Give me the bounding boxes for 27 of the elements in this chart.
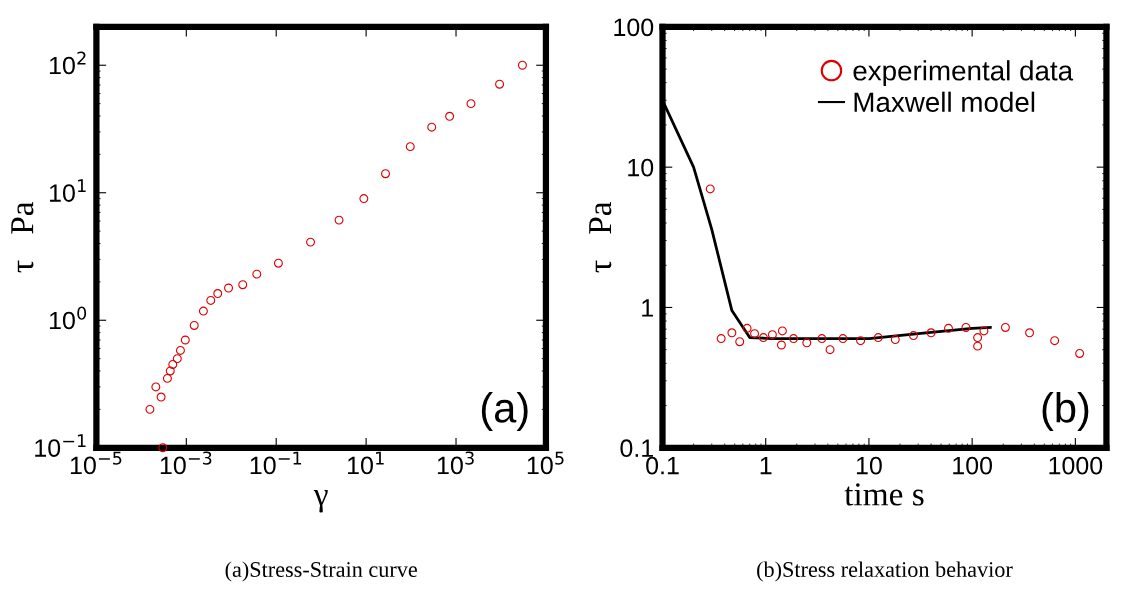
- x-axis-title: time s: [844, 483, 924, 506]
- text: (b)Stress relaxation behavior: [757, 561, 1013, 582]
- x-tick-label: 10$^{−1}$: [250, 451, 302, 475]
- y-tick-label: 100: [614, 18, 654, 37]
- x-tick-label: 10: [856, 456, 882, 475]
- y-axis-title: τ Pa: [589, 201, 612, 273]
- y-tick-label: 10$^{1}$: [49, 179, 86, 202]
- y-tick-label: 0.1: [620, 439, 653, 458]
- y-tick-label: 10: [628, 158, 654, 177]
- legend-label: Maxwell model: [854, 91, 1035, 113]
- annotation: (a): [481, 392, 528, 431]
- x-axis-title: γ: [313, 489, 328, 513]
- x-tick-label: 10$^{5}$: [527, 451, 564, 475]
- x-tick-label: 1: [760, 457, 772, 475]
- x-tick-label: 100: [953, 456, 993, 475]
- y-tick-label: 1: [642, 299, 653, 317]
- x-tick-label: 0.1: [646, 456, 679, 475]
- y-axis-title: τ Pa: [11, 201, 34, 273]
- annotation: (b): [1042, 392, 1089, 431]
- legend-label: experimental data: [853, 60, 1074, 87]
- x-tick-label: 10$^{−3}$: [160, 451, 212, 475]
- x-tick-label: 10$^{1}$: [348, 451, 384, 475]
- y-tick-label: 10$^{0}$: [49, 306, 87, 330]
- x-tick-label: 1000: [1049, 456, 1103, 475]
- x-tick-label: 10$^{3}$: [437, 451, 474, 475]
- text: (a)Stress-Strain curve: [225, 561, 417, 582]
- y-tick-label: 10$^{2}$: [49, 51, 86, 75]
